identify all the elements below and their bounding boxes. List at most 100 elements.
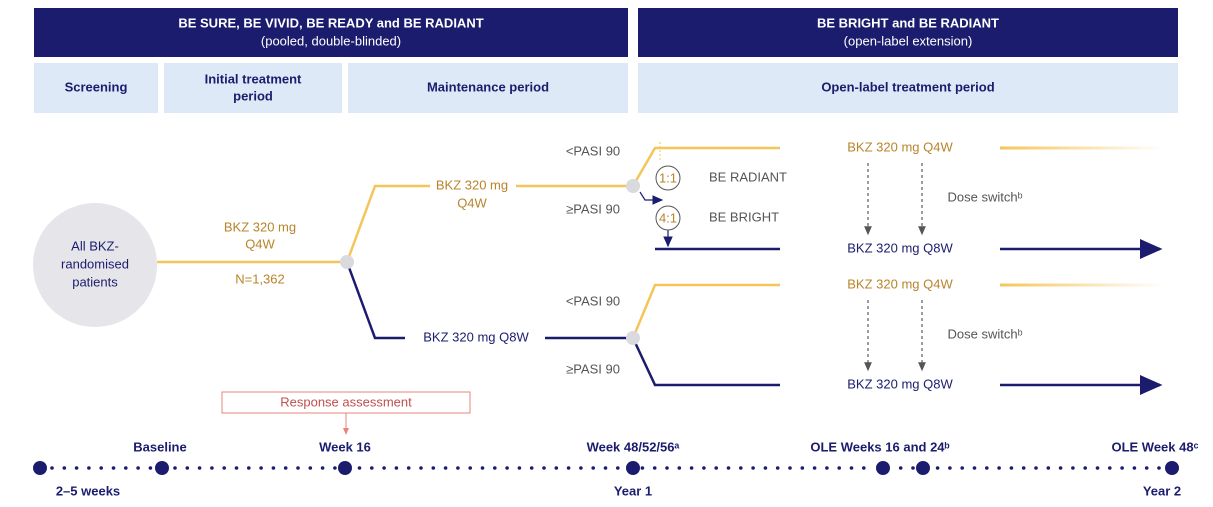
timeline: Baseline Week 16 Week 48/52/56ᵃ OLE Week… [33,439,1199,498]
timeline-dot [136,466,140,470]
timeline-dot [788,466,792,470]
timeline-dot [800,466,805,470]
timeline-dot [1157,466,1161,470]
timeline-dot [1058,466,1063,470]
dose-switch: Dose switchᵇ [948,326,1023,341]
timeline-dot [1095,466,1100,470]
timeline-dot [566,466,571,470]
timeline-dot [997,466,1001,470]
timeline-dot [33,461,47,475]
timeline-dot [948,466,952,470]
timeline-label: OLE Weeks 16 and 24ᵇ [810,439,949,454]
timeline-dot [197,466,202,470]
arm-label: BKZ 320 mg Q8W [423,329,529,344]
timeline-dot [542,466,546,470]
continuation [1000,283,1165,287]
timeline-dot [640,466,645,470]
node-label: All BKZ- [71,238,119,253]
timeline-dot [419,466,423,470]
timeline-dot [689,466,694,470]
timeline-dot [739,466,743,470]
header-subtitle: (open-label extension) [844,33,973,48]
ratio: 1:1 [659,170,677,185]
ratio: 4:1 [659,210,677,225]
header-title: BE BRIGHT and BE RADIANT [817,15,999,30]
timeline-dot [591,466,595,470]
timeline-dot [1083,466,1087,470]
timeline-label: Week 48/52/56ᵃ [587,439,680,454]
timeline-dot [283,466,288,470]
timeline-dot [87,466,91,470]
continuation [1000,146,1165,150]
timeline-dot [626,461,640,475]
arm-line [631,146,780,187]
header-bar [34,8,628,57]
period-label: Maintenance period [427,79,549,94]
junction [626,179,640,193]
timeline-dot [529,466,534,470]
timeline-dot [862,466,866,470]
period-box [34,63,158,113]
dose-switch: Dose switchᵇ [948,189,1023,204]
timeline-dot [812,466,817,470]
arm-label: Q4W [457,195,487,210]
timeline-dot [616,466,620,470]
timeline-dot [1165,461,1179,475]
timeline-dot [1071,466,1075,470]
junction [340,255,354,269]
period-label: Open-label treatment period [821,79,994,94]
arm-label: BKZ 320 mg [436,177,508,192]
timeline-dot [222,466,226,470]
arm-label: BKZ 320 mg Q4W [847,139,953,154]
arrow [639,191,664,205]
study-label: BE BRIGHT [709,209,779,224]
timeline-dot [406,466,411,470]
timeline-label: Year 1 [614,483,652,498]
timeline-dot [480,466,485,470]
response-label: ≥PASI 90 [566,361,620,376]
arm-label: BKZ 320 mg Q4W [847,276,953,291]
timeline-dot [726,466,731,470]
timeline-dot [62,466,67,470]
timeline-dot [50,466,54,470]
timeline-dot [1108,466,1112,470]
timeline-dot [677,466,682,470]
timeline-dot [1120,466,1124,470]
arm-line [345,184,630,263]
timeline-dot [296,466,300,470]
timeline-label: Year 2 [1143,483,1181,498]
period-label: period [233,88,273,103]
period-label: Initial treatment [205,71,302,86]
label-bg [405,328,545,348]
timeline-dot [505,466,509,470]
period-box [348,63,628,113]
timeline-dot [259,466,263,470]
timeline-dot [210,466,214,470]
timeline-dot [493,466,497,470]
header-bar [638,8,1178,57]
timeline-dot [775,466,780,470]
node-label: patients [72,274,118,289]
timeline-dot [173,466,177,470]
timeline-dot [338,461,352,475]
arm-label: BKZ 320 mg [224,219,296,234]
timeline-dot [271,466,276,470]
timeline-dot [652,466,657,470]
timeline-dot [124,466,128,470]
junction [626,331,640,345]
arm-label: BKZ 320 mg Q8W [847,376,953,391]
timeline-dot [763,466,768,470]
timeline-dot [935,466,940,470]
node-label: randomised [61,256,129,271]
timeline-dot [702,466,706,470]
timeline-dot [579,466,583,470]
study-label: BE RADIANT [709,169,787,184]
timeline-dot [74,466,79,470]
header: BE SURE, BE VIVID, BE READY and BE RADIA… [34,8,1178,113]
timeline-dot [185,466,190,470]
timeline-dot [99,466,103,470]
response-label: ≥PASI 90 [566,201,620,216]
timeline-dot [825,466,829,470]
arm-label: Q4W [245,236,275,251]
